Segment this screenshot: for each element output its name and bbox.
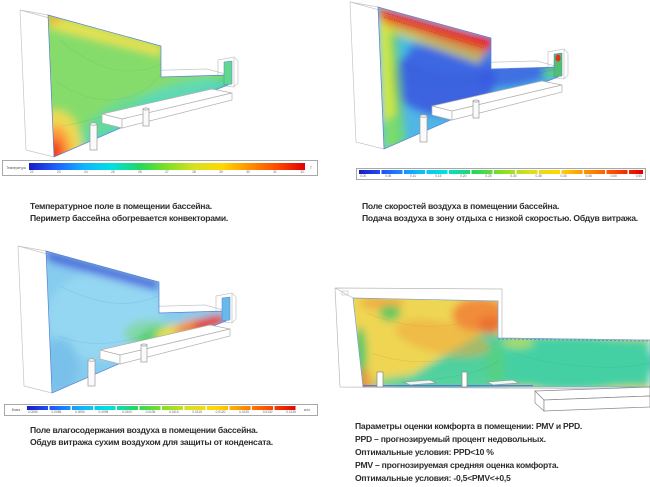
comfort-field-figure [334,287,650,412]
moisture-colorbar-label: Влага [11,408,21,412]
temperature-colorbar-unit: T [310,166,312,170]
comfort-caption: Параметры оценки комфорта в помещении: P… [355,420,582,485]
moisture-colorbar-ticks: 0.0080 0.0085 0.0090 0.0095 0.0100 0.0105 0.01… [28,410,296,414]
temperature-caption: Температурное поле в помещении бассейна.… [30,200,228,224]
temperature-colorbar: Температура 22 23 24 25 26 27 28 29 30 31 32 T [2,160,318,176]
caption-line: PMV – прогнозируемая средняя оценка комф… [355,460,559,470]
caption-line: Подача воздуха в зону отдыха с низкой ск… [362,213,638,223]
moisture-colorbar-gradient [27,406,297,410]
velocity-field-figure [349,1,569,150]
velocity-colorbar-ticks: 0.00 0.05 0.10 0.15 0.20 0.25 0.30 0.35 0.40 0.45… [360,174,642,178]
temperature-field-figure [19,9,239,158]
caption-line: Поле скоростей воздуха в помещении бассе… [362,201,560,211]
caption-line: Параметры оценки комфорта в помещении: P… [355,421,583,431]
caption-line: Периметр бассейна обогревается конвектор… [30,213,229,223]
temperature-colorbar-ticks: 22 23 24 25 26 27 28 29 30 31 32 [30,169,304,174]
velocity-colorbar-gradient [359,170,643,174]
caption-line: Обдув витража сухим воздухом для защиты … [30,437,273,447]
temperature-colorbar-gradient [29,162,305,170]
moisture-colorbar: Влага 0.0080 0.0085 0.0090 0.0095 0.0100 0.01… [4,404,318,416]
caption-line: PPD – прогнозируемый процент недовольных… [355,434,546,444]
caption-line: Оптимальные условия: -0,5<PMV<+0,5 [355,473,511,483]
moisture-field-figure [17,245,237,394]
temperature-colorbar-label: Температура [6,166,26,170]
velocity-caption: Поле скоростей воздуха в помещении бассе… [362,200,638,224]
caption-line: Температурное поле в помещении бассейна. [30,201,212,211]
moisture-colorbar-unit: кг/кг [304,408,310,412]
moisture-caption: Поле влагосодержания воздуха в помещении… [30,424,273,448]
velocity-colorbar: 0.00 0.05 0.10 0.15 0.20 0.25 0.30 0.35 0.40 0.45… [356,168,646,180]
caption-line: Поле влагосодержания воздуха в помещении… [30,425,258,435]
caption-line: Оптимальные условия: PPD<10 % [355,447,494,457]
